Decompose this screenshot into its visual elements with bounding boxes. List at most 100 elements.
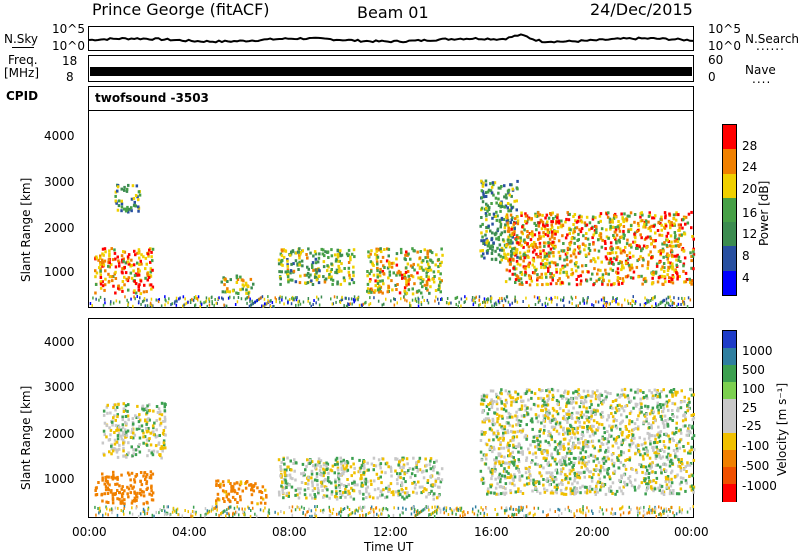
velSvg-cell-3 [360, 464, 364, 468]
powerSvg-cell-6 [546, 254, 549, 258]
velSvg-cell-2 [250, 501, 254, 505]
velSvg-cell-4 [570, 436, 573, 440]
velSvg-cell-4 [631, 433, 635, 437]
powerSvg-cell-3 [336, 255, 340, 259]
velSvg-cell-4 [689, 485, 692, 489]
velSvg-cell-4 [603, 468, 606, 472]
velSvg-cell-4 [566, 420, 569, 424]
velSvg-cell-3 [337, 472, 340, 476]
powerSvg-cell-4 [382, 282, 385, 286]
powerSvg-cell-5 [511, 241, 514, 245]
powerSvg-near-range [592, 304, 595, 307]
powerSvg-cell-6 [525, 280, 528, 284]
powerSvg-near-range [474, 296, 476, 300]
powerSvg-cell-6 [553, 236, 556, 240]
velSvg-cell-1 [134, 448, 137, 452]
noise-right-tick-bottom: 10^0 [708, 39, 741, 53]
velSvg-cell-3 [352, 497, 356, 501]
powerSvg-cell-4 [426, 260, 429, 264]
powerSvg-cell-6 [677, 237, 680, 241]
velSvg-cell-2 [264, 501, 267, 505]
velSvg-cell-3 [314, 463, 318, 467]
powerSvg-cell-6 [534, 212, 537, 216]
powerSvg-cell-1 [114, 190, 118, 194]
powerSvg-cell-0 [114, 265, 118, 269]
velSvg-cell-4 [555, 477, 558, 481]
powerSvg-cell-5 [485, 202, 488, 206]
powerSvg-cell-6 [565, 270, 568, 274]
powerSvg-cell-1 [116, 189, 119, 193]
velSvg-cell-4 [568, 401, 571, 405]
powerSvg-cell-6 [628, 243, 631, 247]
velSvg-cell-4 [565, 475, 569, 478]
velSvg-cell-1 [106, 403, 109, 407]
velSvg-cell-1 [150, 451, 153, 455]
velSvg-cell-4 [652, 410, 655, 414]
powerSvg-cell-6 [552, 273, 556, 277]
velSvg-cell-4 [690, 484, 694, 488]
velSvg-cell-4 [603, 475, 606, 479]
powerSvg-cell-4 [394, 283, 397, 287]
powerSvg-cell-6 [556, 220, 559, 224]
velSvg-cell-4 [485, 453, 488, 457]
velSvg-cell-4 [644, 441, 647, 445]
velSvg-cell-4 [513, 430, 517, 434]
velSvg-cell-3 [401, 458, 404, 462]
velSvg-cell-4 [553, 478, 556, 482]
velSvg-cell-4 [563, 391, 566, 395]
powerSvg-cell-0 [151, 259, 154, 263]
powerSvg-cell-1 [123, 207, 126, 211]
powerSvg-cell-6 [605, 228, 608, 232]
powerSvg-cell-1 [127, 183, 130, 187]
powerSvg-near-range [570, 295, 573, 299]
powerSvg-near-range [414, 297, 417, 301]
velSvg-cell-4 [598, 477, 602, 481]
velSvg-cell-1 [132, 436, 135, 440]
powerSvg-cell-3 [300, 259, 304, 263]
velSvg-cell-3 [311, 496, 314, 500]
velSvg-cell-4 [523, 435, 526, 439]
powerSvg-cell-3 [309, 251, 312, 255]
velSvg-cell-4 [555, 410, 559, 414]
velSvg-cell-4 [664, 469, 668, 473]
velSvg-cell-4 [560, 460, 563, 464]
powerSvg-near-range [647, 300, 649, 304]
velSvg-cell-4 [575, 472, 578, 476]
velSvg-cell-4 [667, 417, 670, 421]
velSvg-cell-4 [583, 398, 587, 402]
powerSvg-near-range [267, 299, 269, 303]
powerSvg-cell-5 [510, 218, 514, 222]
powerSvg-cell-6 [524, 270, 527, 274]
powerSvg-near-range [260, 296, 262, 300]
velSvg-cell-4 [504, 482, 508, 486]
velSvg-cell-3 [277, 490, 281, 494]
powerSvg-cell-0 [108, 261, 111, 265]
velSvg-cell-4 [554, 446, 558, 450]
velSvg-cell-1 [108, 438, 112, 441]
powerSvg-near-range [423, 299, 425, 302]
velSvg-cell-0 [111, 477, 115, 481]
powerSvg-cell-6 [652, 216, 656, 220]
powerSvg-cell-6 [617, 220, 620, 223]
powerSvg-cell-4 [439, 263, 442, 267]
powerSvg-cell-6 [566, 251, 569, 255]
velSvg-cell-4 [578, 471, 581, 475]
powerSvg-cell-4 [366, 270, 369, 273]
powerSvg-cell-6 [668, 276, 671, 280]
velSvg-cell-1 [113, 414, 116, 418]
powerSvg-cell-4 [404, 292, 407, 296]
velSvg-cell-4 [687, 397, 691, 401]
powerSvg-cell-6 [672, 217, 676, 221]
powerSvg-cell-0 [101, 284, 105, 288]
velSvg-cell-3 [341, 466, 345, 470]
velSvg-cell-4 [585, 485, 588, 489]
powerSvg-cell-6 [616, 278, 619, 282]
velSvg-cell-4 [526, 482, 529, 486]
velSvg-cell-0 [142, 494, 146, 498]
velSvg-cell-4 [546, 403, 550, 407]
velSvg-cell-3 [421, 485, 424, 489]
velSvg-cell-4 [671, 401, 674, 405]
velSvg-cell-4 [483, 420, 486, 424]
velSvg-cell-4 [653, 451, 656, 455]
velSvg-cell-4 [503, 461, 506, 465]
